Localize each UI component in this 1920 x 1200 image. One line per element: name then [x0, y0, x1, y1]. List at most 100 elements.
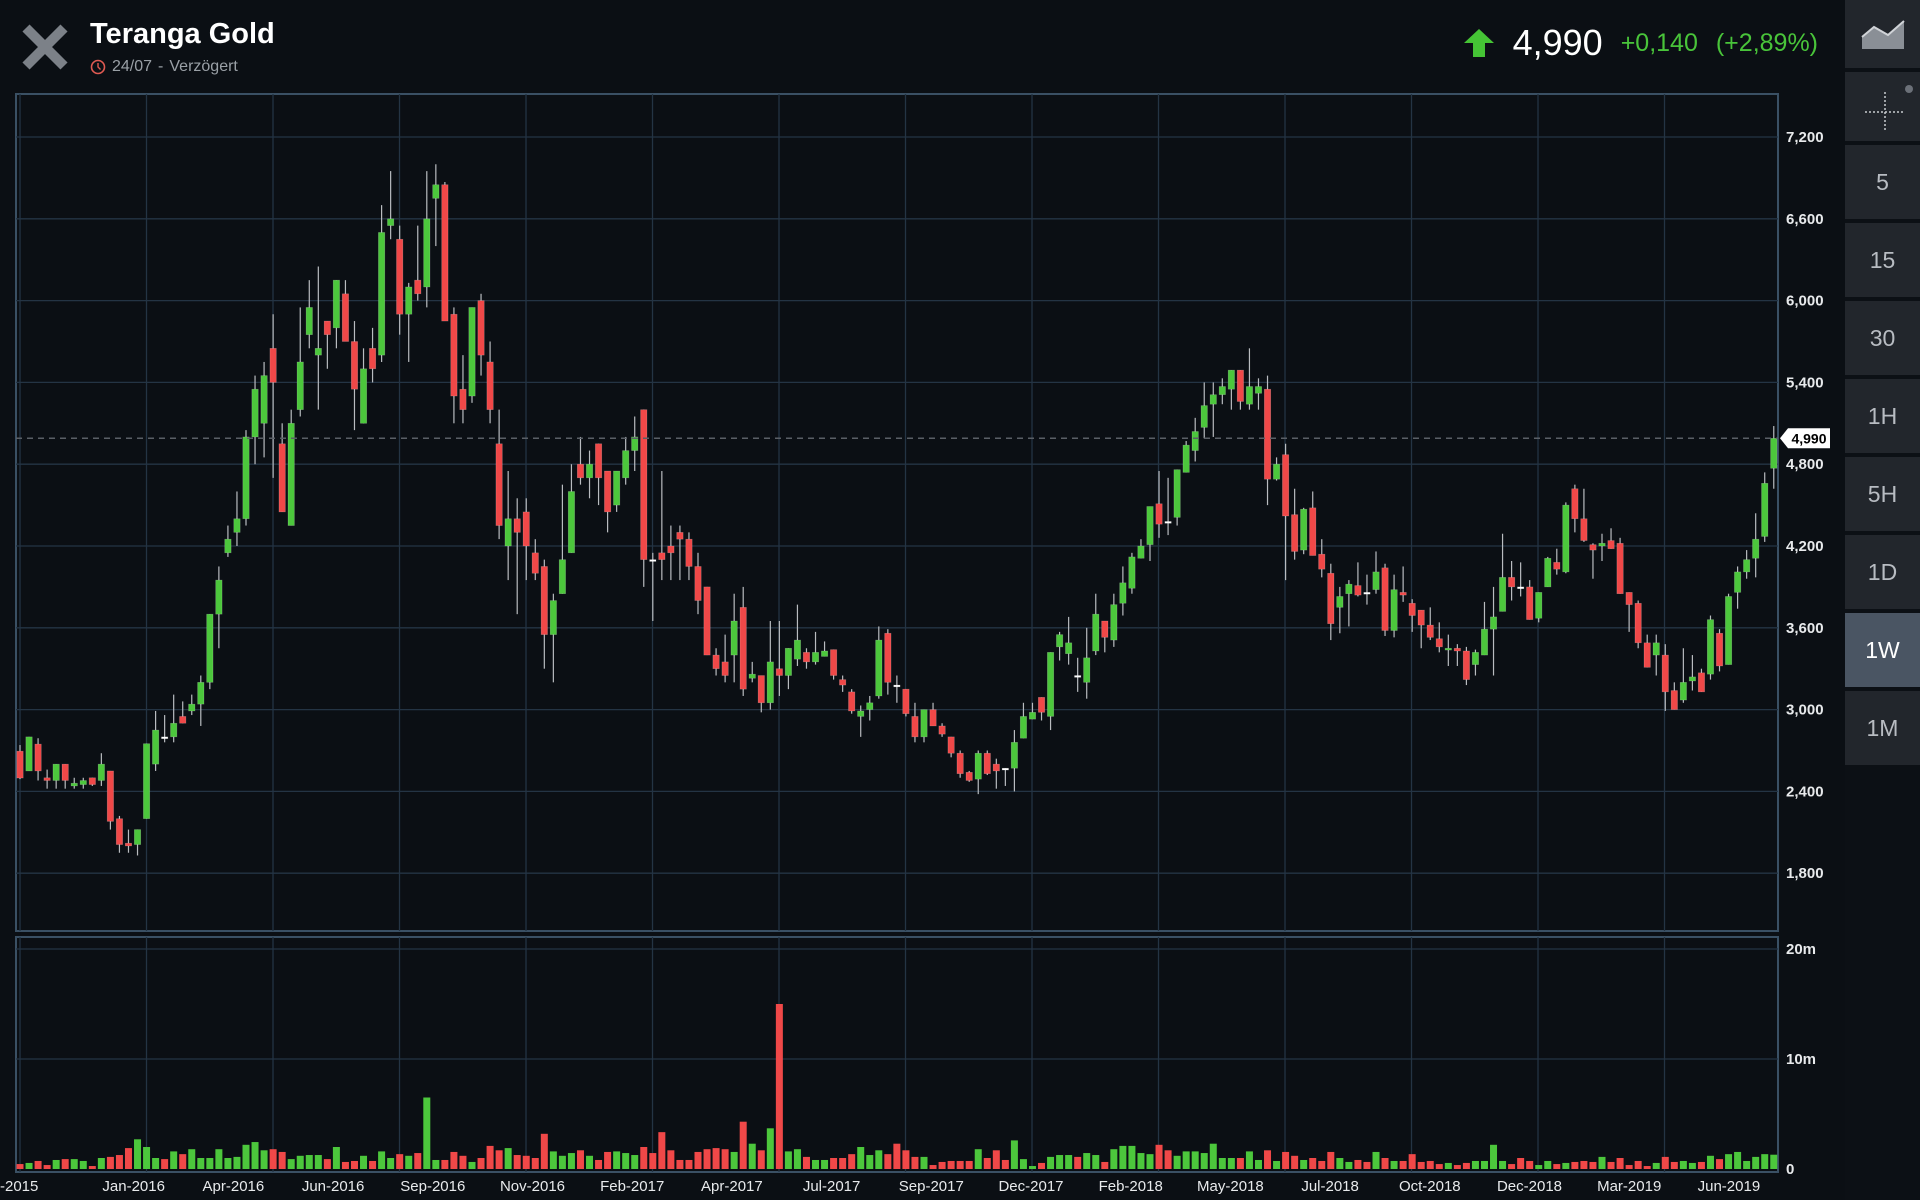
- candle-body: [1254, 386, 1262, 394]
- price-chart[interactable]: 7,200 6,600 6,000 5,400 4,800 4,200 3,600 3,000…: [0, 0, 1845, 1200]
- volume-bar: [1254, 1159, 1262, 1169]
- volume-bar: [1435, 1164, 1443, 1169]
- volume-bar: [1625, 1165, 1633, 1169]
- candle-body: [305, 307, 313, 335]
- candle-body: [1706, 619, 1714, 675]
- volume-bar: [1001, 1159, 1009, 1169]
- volume-bar: [197, 1158, 205, 1169]
- volume-bar: [1282, 1151, 1290, 1169]
- volume-bar: [839, 1158, 847, 1169]
- candle-body: [251, 388, 259, 438]
- volume-bar: [703, 1149, 711, 1169]
- volume-bar: [350, 1160, 358, 1169]
- volume-bar: [423, 1097, 431, 1169]
- volume-bar: [640, 1147, 648, 1169]
- volume-bar: [911, 1156, 919, 1169]
- volume-bar: [721, 1149, 729, 1169]
- volume-bar: [79, 1160, 87, 1169]
- candle-body: [1273, 463, 1281, 480]
- volume-tick-label: 0: [1786, 1161, 1794, 1178]
- timeframe-button-1m[interactable]: 1M: [1845, 691, 1920, 765]
- timeframe-button-1h[interactable]: 1H: [1845, 379, 1920, 453]
- timeframe-button-15[interactable]: 15: [1845, 223, 1920, 297]
- timeframe-button-5[interactable]: 5: [1845, 145, 1920, 219]
- candle-body: [739, 607, 747, 690]
- candle-body: [1236, 369, 1244, 402]
- volume-bar: [1200, 1153, 1208, 1169]
- volume-bar: [269, 1149, 277, 1169]
- volume-bar: [1092, 1155, 1100, 1169]
- candle-body: [1697, 672, 1705, 693]
- candle-body: [468, 307, 476, 397]
- timeframe-button-5h[interactable]: 5H: [1845, 457, 1920, 531]
- volume-bar: [793, 1149, 801, 1169]
- volume-bar: [1028, 1166, 1036, 1169]
- volume-bar: [1661, 1156, 1669, 1169]
- candle-body: [757, 675, 765, 704]
- volume-bar: [857, 1147, 865, 1169]
- candle-body: [1607, 540, 1615, 550]
- candle-body: [1101, 620, 1109, 638]
- candle-body: [360, 368, 368, 424]
- crosshair-button[interactable]: [1845, 72, 1920, 141]
- candle-body: [1589, 544, 1597, 551]
- candle-body: [1047, 652, 1055, 717]
- price-tick-label: 4,200: [1786, 538, 1824, 555]
- time-axis: -2015 Jan-2016 Apr-2016 Jun-2016 Sep-2016 Nov…: [0, 1178, 1760, 1195]
- volume-bar: [775, 1004, 783, 1169]
- candle-body: [1688, 676, 1696, 682]
- candle-body: [929, 709, 937, 727]
- price-tick-label: 6,600: [1786, 211, 1824, 228]
- volume-bar: [134, 1139, 142, 1169]
- crosshair-icon: [1864, 84, 1913, 132]
- volume-bar: [486, 1145, 494, 1169]
- candle-body: [567, 491, 575, 554]
- volume-bar: [1119, 1145, 1127, 1169]
- volume-bar: [1580, 1160, 1588, 1169]
- candle-body: [369, 348, 377, 370]
- volume-bar: [215, 1149, 223, 1169]
- volume-bar: [1065, 1155, 1073, 1169]
- candle-body: [161, 736, 169, 739]
- candle-body: [1562, 504, 1570, 573]
- time-tick-label: Mar-2019: [1597, 1178, 1661, 1195]
- time-tick-label: Apr-2016: [203, 1178, 265, 1195]
- volume-bar: [314, 1155, 322, 1169]
- volume-bar: [830, 1158, 838, 1169]
- volume-bar: [25, 1162, 33, 1169]
- candle-body: [34, 743, 42, 772]
- candle-body: [884, 632, 892, 683]
- candle-body: [1038, 697, 1046, 713]
- candle-body: [341, 293, 349, 342]
- candle-body: [1381, 567, 1389, 631]
- price-tick-label: 3,600: [1786, 620, 1824, 637]
- volume-bar: [694, 1151, 702, 1169]
- candle-body: [649, 559, 657, 562]
- candle-body: [61, 763, 69, 781]
- timeframe-button-1d[interactable]: 1D: [1845, 535, 1920, 609]
- volume-bar: [206, 1158, 214, 1169]
- volume-bar: [360, 1155, 368, 1169]
- candle-body: [1679, 682, 1687, 701]
- candle-body: [748, 673, 756, 679]
- time-tick-label: Sep-2017: [899, 1178, 964, 1195]
- candle-body: [1571, 488, 1579, 520]
- price-tick-label: 5,400: [1786, 374, 1824, 391]
- chart-type-button[interactable]: [1845, 0, 1920, 68]
- volume-bar: [676, 1159, 684, 1169]
- candle-body: [314, 348, 322, 356]
- timeframe-button-1w[interactable]: 1W: [1845, 613, 1920, 687]
- area-chart-icon: [1860, 20, 1905, 49]
- volume-bar: [278, 1151, 286, 1169]
- candle-body: [1318, 553, 1326, 570]
- time-tick-label: Nov-2016: [500, 1178, 565, 1195]
- timeframe-button-30[interactable]: 30: [1845, 301, 1920, 375]
- volume-bar: [1173, 1155, 1181, 1169]
- volume-bar: [576, 1150, 584, 1169]
- candle-body: [857, 710, 865, 717]
- candle-body: [1490, 616, 1498, 630]
- candle-body: [1761, 482, 1769, 537]
- close-button[interactable]: [20, 24, 70, 70]
- volume-bar: [1725, 1154, 1733, 1169]
- volume-bar: [106, 1156, 114, 1169]
